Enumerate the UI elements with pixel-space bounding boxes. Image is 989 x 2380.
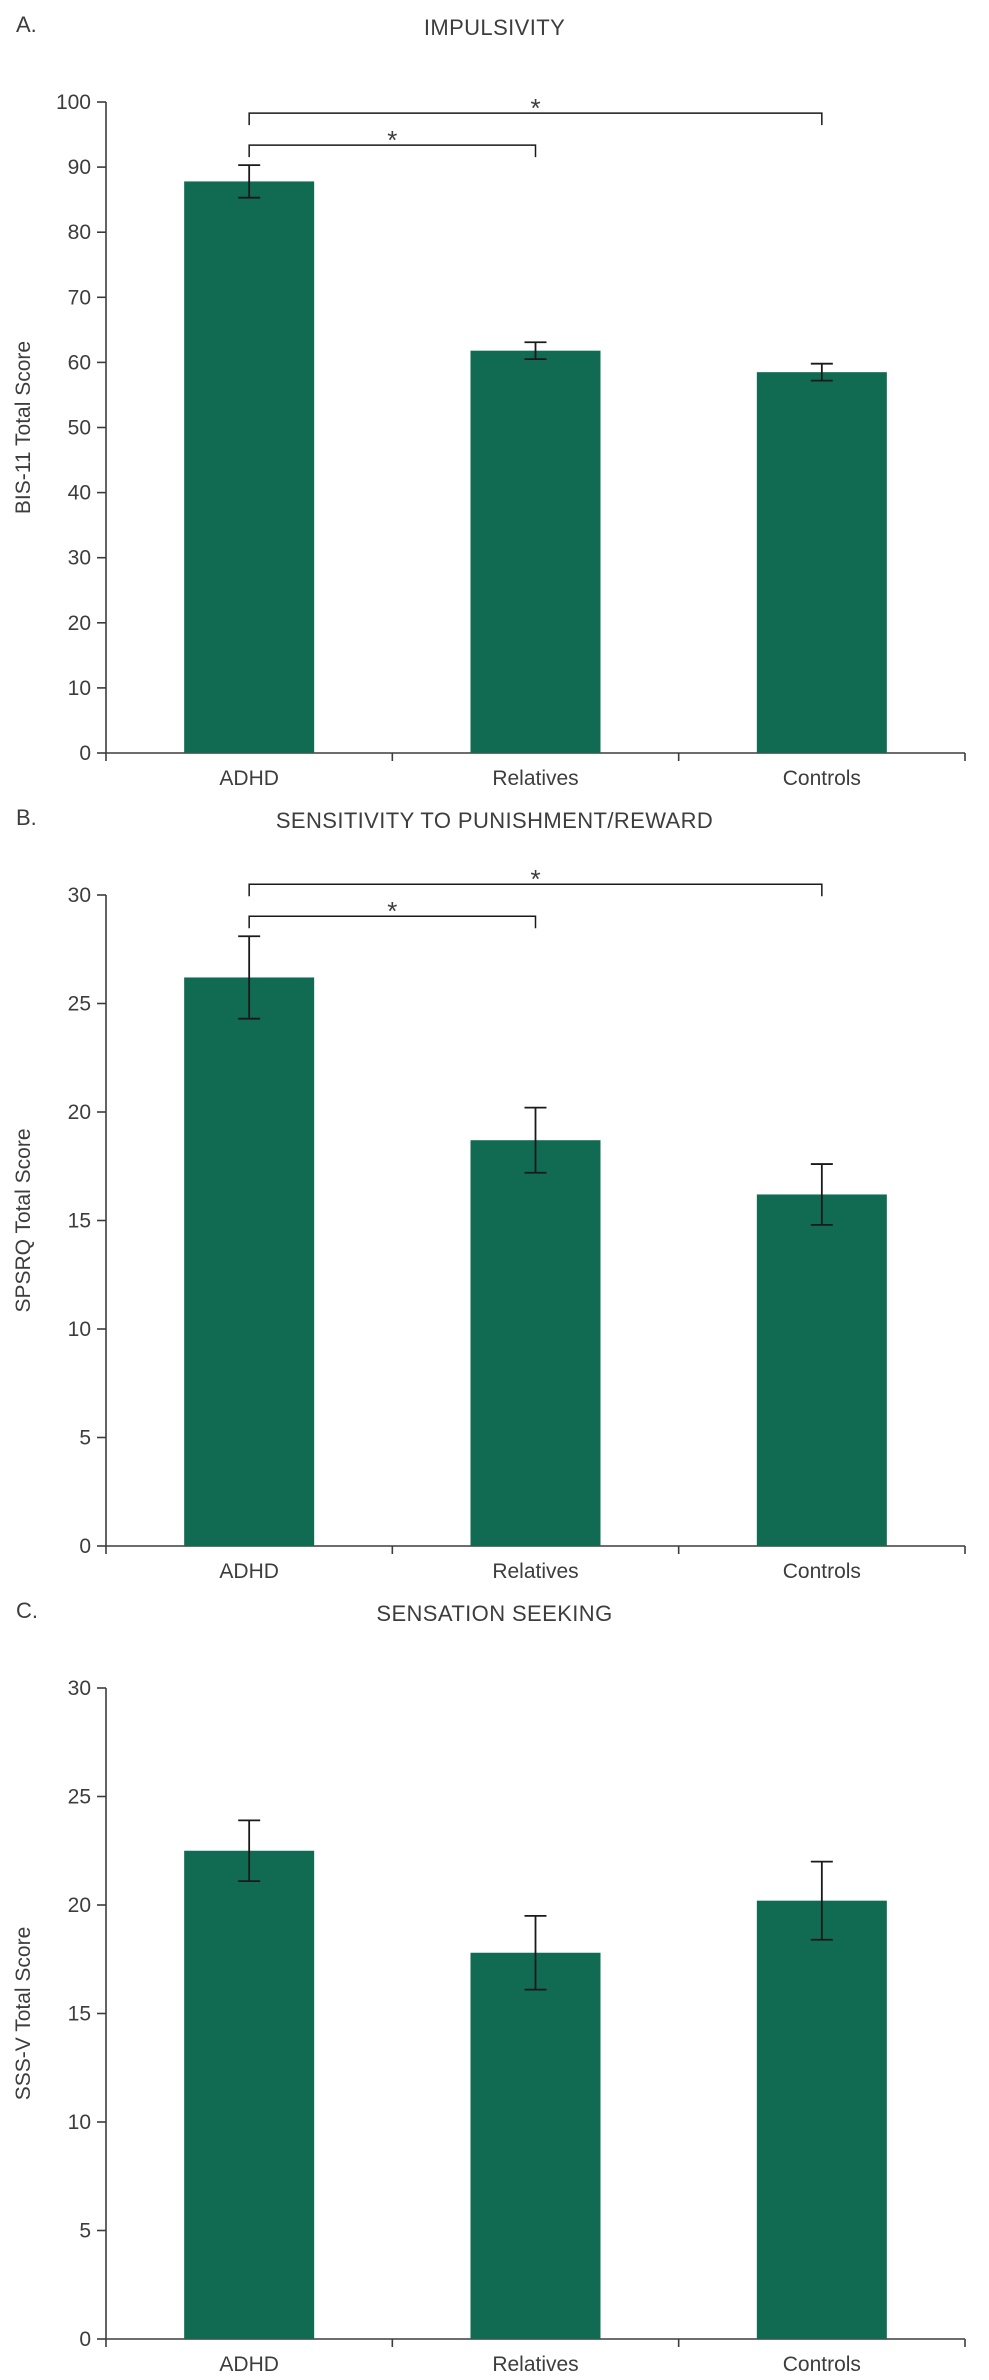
x-category-label: Relatives	[492, 1560, 578, 1583]
chart-svg: 0 5 10 15 20 25 30 SSS-V Total Score ADHD Relativ…	[12, 1677, 966, 2376]
panel-b-letter: B.	[16, 805, 37, 830]
panel-b-header: B. SENSITIVITY TO PUNISHMENT/REWARD	[0, 793, 989, 843]
y-tick-label: 80	[68, 221, 91, 244]
y-tick-label: 50	[68, 417, 91, 440]
panel-b-title: SENSITIVITY TO PUNISHMENT/REWARD	[275, 808, 714, 833]
bar-relatives	[470, 350, 601, 753]
y-tick-label: 10	[68, 677, 91, 700]
x-category-label: ADHD	[219, 2353, 279, 2376]
significance-star: *	[530, 93, 540, 123]
bar-controls	[756, 1194, 887, 1546]
y-tick-label: 10	[68, 2111, 91, 2134]
panel-c-letter: C.	[16, 1598, 38, 1623]
bar-controls	[756, 372, 887, 753]
y-tick-label: 5	[79, 1427, 91, 1450]
panel-c-title: SENSATION SEEKING	[376, 1601, 613, 1626]
significance-star: *	[387, 896, 397, 926]
significance-bracket	[248, 144, 537, 158]
y-axis-label: SSS-V Total Score	[12, 1927, 35, 2101]
y-tick-label: 0	[79, 2328, 91, 2351]
bar-adhd	[184, 1850, 315, 2339]
x-category-label: Controls	[783, 767, 861, 790]
panel-a-title: IMPULSIVITY	[423, 15, 566, 40]
panel-c-header: C. SENSATION SEEKING	[0, 1586, 989, 1636]
y-tick-label: 10	[68, 1318, 91, 1341]
x-category-label: ADHD	[219, 1560, 279, 1583]
y-tick-label: 60	[68, 351, 91, 374]
y-tick-label: 0	[79, 742, 91, 765]
panel-a-letter: A.	[16, 12, 37, 37]
bar-relatives	[470, 1140, 601, 1546]
bar-adhd	[184, 977, 315, 1546]
chart-svg: 0 5 10 15 20 25 30 SPSRQ Total Score ADHD Relativ…	[12, 864, 966, 1583]
significance-bracket	[248, 915, 537, 929]
y-tick-label: 5	[79, 2220, 91, 2243]
y-tick-label: 30	[68, 1677, 91, 1700]
significance-bracket	[248, 883, 823, 897]
y-tick-label: 100	[56, 91, 91, 114]
y-tick-label: 0	[79, 1535, 91, 1558]
y-tick-label: 25	[68, 1786, 91, 1809]
y-tick-label: 30	[68, 884, 91, 907]
y-tick-label: 40	[68, 482, 91, 505]
y-tick-label: 70	[68, 286, 91, 309]
bar-controls	[756, 1900, 887, 2339]
panel-b: B. SENSITIVITY TO PUNISHMENT/REWARD 0 5 10…	[0, 793, 989, 1586]
y-axis-label: SPSRQ Total Score	[12, 1128, 35, 1312]
x-category-label: Relatives	[492, 2353, 578, 2376]
significance-star: *	[530, 864, 540, 894]
panel-c-bar-chart: 0 5 10 15 20 25 30 SSS-V Total Score ADHD Relativ…	[0, 1636, 989, 2380]
y-tick-label: 20	[68, 612, 91, 635]
panel-c: C. SENSATION SEEKING 0 5 10 15 20 25 30 SSS-V T…	[0, 1586, 989, 2380]
panel-a-header: A. IMPULSIVITY	[0, 0, 989, 50]
panel-a: A. IMPULSIVITY 0 10 20 30 40 50 60 70 80 90 100 BIS…	[0, 0, 989, 793]
x-category-label: ADHD	[219, 767, 279, 790]
y-tick-label: 90	[68, 156, 91, 179]
panel-a-bar-chart: 0 10 20 30 40 50 60 70 80 90 100 BIS-11 Total Score…	[0, 50, 989, 799]
y-axis-label: BIS-11 Total Score	[12, 341, 35, 514]
significance-star: *	[387, 125, 397, 155]
panel-b-bar-chart: 0 5 10 15 20 25 30 SPSRQ Total Score ADHD Relativ…	[0, 843, 989, 1592]
x-category-label: Relatives	[492, 767, 578, 790]
y-tick-label: 15	[68, 2003, 91, 2026]
y-tick-label: 15	[68, 1210, 91, 1233]
y-tick-label: 20	[68, 1894, 91, 1917]
x-category-label: Controls	[783, 1560, 861, 1583]
bar-adhd	[184, 181, 315, 753]
y-tick-label: 25	[68, 993, 91, 1016]
x-category-label: Controls	[783, 2353, 861, 2376]
y-tick-label: 20	[68, 1101, 91, 1124]
y-tick-label: 30	[68, 547, 91, 570]
significance-bracket	[248, 112, 823, 126]
chart-svg: 0 10 20 30 40 50 60 70 80 90 100 BIS-11 Total Score…	[12, 91, 966, 790]
bar-relatives	[470, 1952, 601, 2339]
